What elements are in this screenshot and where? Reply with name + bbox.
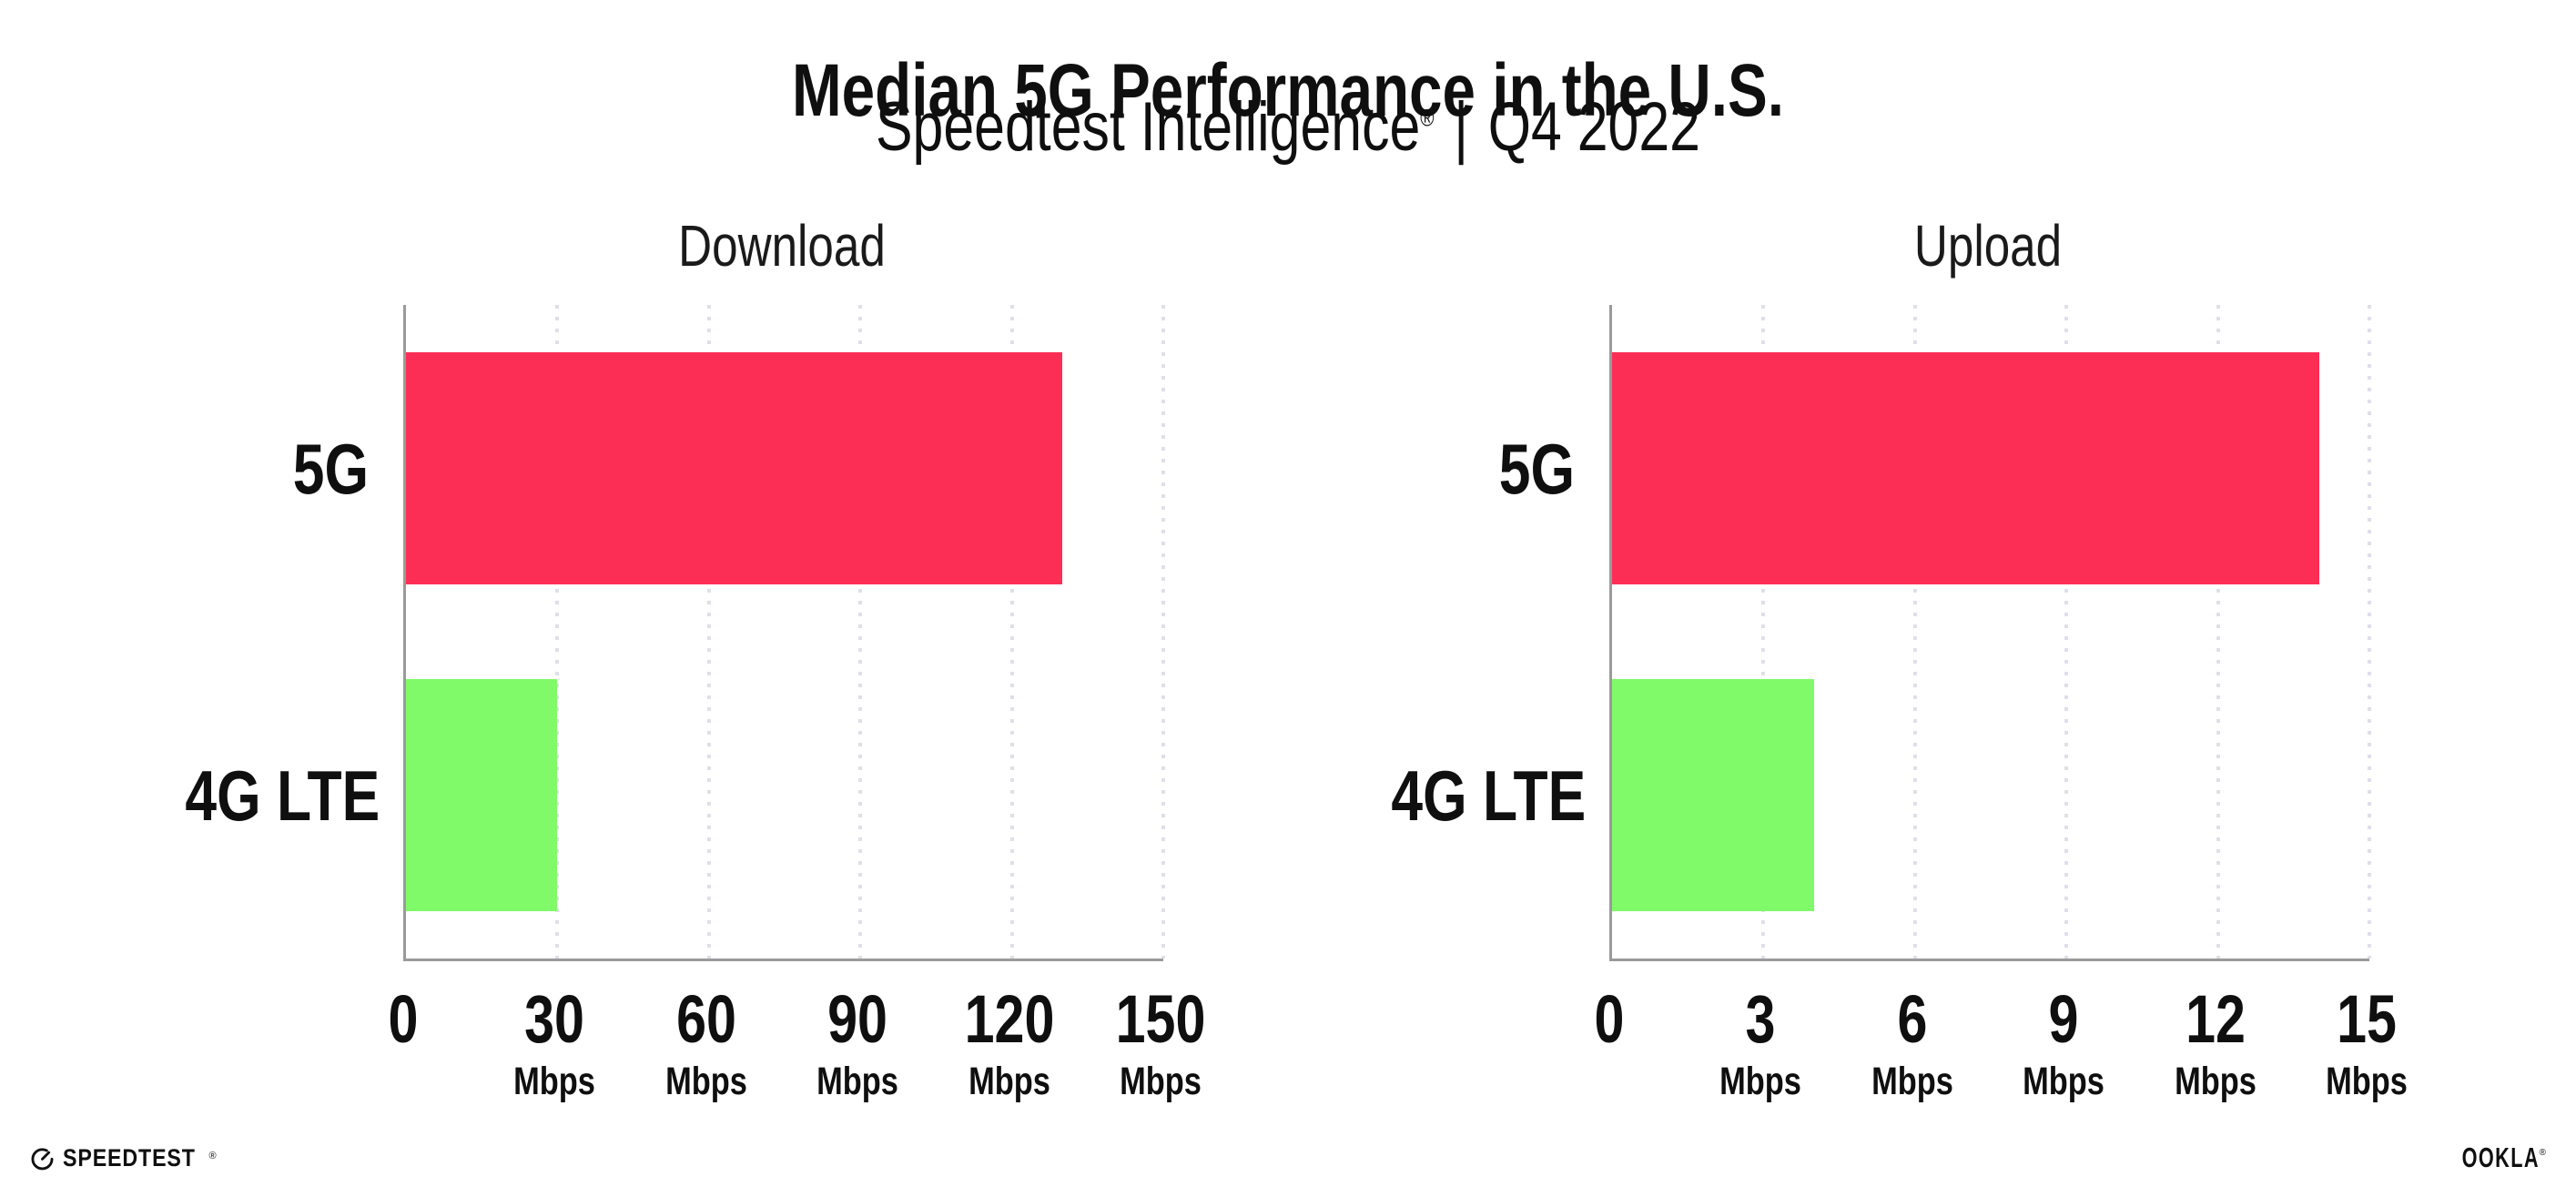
speedtest-wordmark: SPEEDTEST bbox=[63, 1143, 196, 1172]
download-plot-area bbox=[403, 305, 1165, 961]
category-label-4g-lte: 4G LTE bbox=[185, 755, 380, 836]
tick-label-6: 6 Mbps bbox=[1871, 986, 1953, 1101]
tick-unit: Mbps bbox=[2023, 1060, 2105, 1103]
category-label-5g: 5G bbox=[1498, 428, 1575, 509]
tick-label-120: 120 Mbps bbox=[964, 986, 1054, 1101]
download-x-axis: 0 30 Mbps 60 Mbps 90 Mbps 120 Mbps 150 Mbps bbox=[389, 986, 1206, 1131]
speedtest-registered-mark: ® bbox=[208, 1151, 217, 1161]
tick-label-60: 60 Mbps bbox=[665, 986, 747, 1101]
tick-label-9: 9 Mbps bbox=[2023, 986, 2104, 1101]
tick-unit: Mbps bbox=[2174, 1060, 2257, 1103]
tick-label-15: 15 Mbps bbox=[2326, 986, 2408, 1101]
tick-value: 12 bbox=[2185, 981, 2246, 1057]
ookla-wordmark: OOKLA bbox=[2461, 1141, 2540, 1173]
ookla-logo: OOKLA ® bbox=[2429, 1138, 2546, 1178]
ookla-registered-mark: ® bbox=[2539, 1147, 2546, 1158]
gridline-90-mbps bbox=[858, 305, 863, 959]
download-chart-panel: Download 0 30 Mbps 60 Mbps 90 Mbps 120 Mbps 150 Mb… bbox=[139, 213, 1206, 1136]
tick-label-0: 0 bbox=[1595, 986, 1625, 1053]
tick-unit: Mbps bbox=[664, 1060, 747, 1103]
tick-label-3: 3 Mbps bbox=[1719, 986, 1801, 1101]
category-label-5g: 5G bbox=[292, 428, 369, 509]
gridline-3-mbps bbox=[1761, 305, 1766, 959]
tick-unit: Mbps bbox=[968, 1060, 1050, 1103]
speedtest-logo: SPEEDTEST ® bbox=[30, 1135, 217, 1181]
tick-value: 60 bbox=[675, 981, 736, 1057]
tick-label-12: 12 Mbps bbox=[2175, 986, 2257, 1101]
tick-value: 15 bbox=[2337, 981, 2397, 1057]
download-chart-title: Download bbox=[678, 213, 886, 279]
subtitle-separator: | bbox=[1454, 88, 1469, 166]
tick-label-150: 150 Mbps bbox=[1116, 986, 1206, 1101]
gridline-120-mbps bbox=[1009, 305, 1014, 959]
tick-unit: Mbps bbox=[2326, 1060, 2408, 1103]
tick-unit: Mbps bbox=[1871, 1060, 1953, 1103]
tick-value: 30 bbox=[524, 981, 585, 1057]
tick-unit: Mbps bbox=[513, 1060, 596, 1103]
speedtest-gauge-icon bbox=[31, 1147, 54, 1170]
gridline-30-mbps bbox=[555, 305, 560, 959]
registered-trademark-symbol: ® bbox=[1420, 106, 1435, 132]
tick-label-0: 0 bbox=[389, 986, 419, 1053]
gridline-6-mbps bbox=[1912, 305, 1917, 959]
upload-x-axis: 0 3 Mbps 6 Mbps 9 Mbps 12 Mbps 15 Mbps bbox=[1595, 986, 2408, 1131]
upload-chart-panel: Upload 0 3 Mbps 6 Mbps 9 Mbps 12 Mbps 15 Mbps 5G 4G… bbox=[1345, 213, 2408, 1136]
gridline-9-mbps bbox=[2064, 305, 2069, 959]
download-bar-5g bbox=[406, 352, 1063, 584]
tick-value: 0 bbox=[1594, 981, 1625, 1057]
subtitle-brand: Speedtest Intelligence bbox=[876, 88, 1421, 166]
upload-bar-4g-lte bbox=[1612, 679, 1814, 911]
tick-value: 0 bbox=[388, 981, 419, 1057]
download-bar-4g-lte bbox=[406, 679, 558, 911]
page-subtitle: Speedtest Intelligence® | Q4 2022 bbox=[258, 89, 2318, 166]
upload-plot-area bbox=[1609, 305, 2371, 961]
gridline-12-mbps bbox=[2216, 305, 2220, 959]
tick-value: 150 bbox=[1115, 981, 1206, 1057]
tick-value: 3 bbox=[1745, 981, 1776, 1057]
page-title: Median 5G Performance in the U.S. bbox=[792, 48, 1784, 132]
upload-bar-5g bbox=[1612, 352, 2319, 584]
tick-value: 90 bbox=[827, 981, 888, 1057]
tick-label-30: 30 Mbps bbox=[513, 986, 595, 1101]
tick-unit: Mbps bbox=[816, 1060, 899, 1103]
category-label-4g-lte: 4G LTE bbox=[1391, 755, 1587, 836]
tick-value: 120 bbox=[964, 981, 1054, 1057]
tick-label-90: 90 Mbps bbox=[816, 986, 898, 1101]
gridline-15-mbps bbox=[2368, 305, 2371, 959]
tick-value: 9 bbox=[2048, 981, 2079, 1057]
tick-value: 6 bbox=[1897, 981, 1928, 1057]
tick-unit: Mbps bbox=[1719, 1060, 1802, 1103]
gridline-60-mbps bbox=[706, 305, 711, 959]
gridline-150-mbps bbox=[1161, 305, 1165, 959]
tick-unit: Mbps bbox=[1120, 1060, 1202, 1103]
upload-chart-title: Upload bbox=[1913, 213, 2063, 279]
subtitle-period: Q4 2022 bbox=[1487, 88, 1700, 166]
